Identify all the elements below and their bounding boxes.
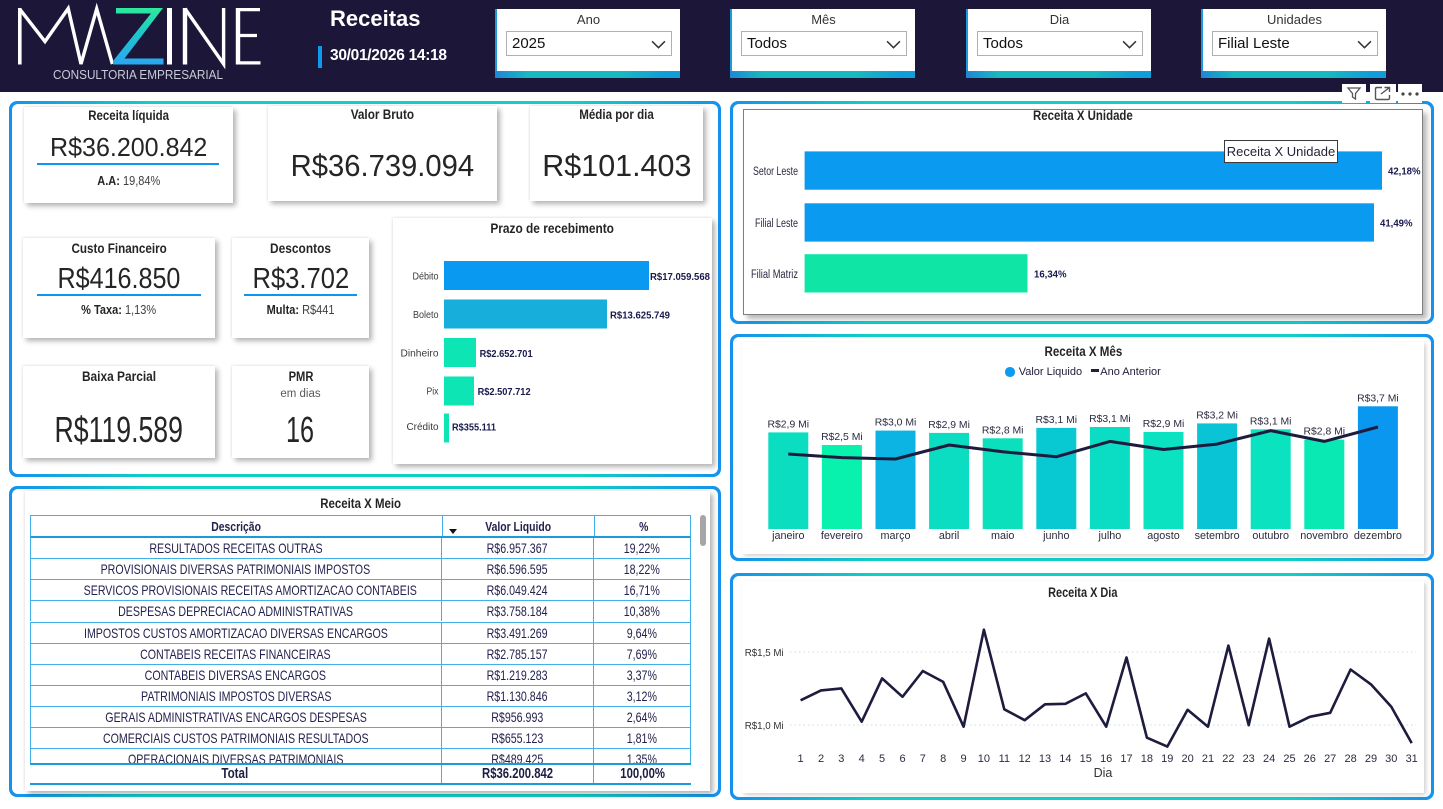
svg-text:R$2,8 Mi: R$2,8 Mi bbox=[982, 425, 1024, 436]
svg-text:9: 9 bbox=[961, 753, 967, 765]
svg-text:CONSULTORIA EMPRESARIAL: CONSULTORIA EMPRESARIAL bbox=[53, 68, 223, 82]
svg-text:dezembro: dezembro bbox=[1354, 530, 1402, 542]
svg-text:R$2,9 Mi: R$2,9 Mi bbox=[928, 420, 970, 431]
svg-text:R$3,1 Mi: R$3,1 Mi bbox=[1036, 415, 1078, 426]
svg-text:10: 10 bbox=[978, 753, 990, 765]
svg-text:3: 3 bbox=[838, 753, 844, 765]
svg-text:4: 4 bbox=[859, 753, 865, 765]
svg-text:Crédito: Crédito bbox=[407, 421, 439, 433]
svg-text:março: março bbox=[881, 530, 911, 542]
svg-text:maio: maio bbox=[991, 530, 1014, 542]
svg-text:31: 31 bbox=[1406, 753, 1418, 765]
svg-text:15: 15 bbox=[1080, 753, 1092, 765]
svg-text:14: 14 bbox=[1059, 753, 1071, 765]
svg-text:41,49%: 41,49% bbox=[1380, 218, 1413, 229]
svg-text:Filial Leste: Filial Leste bbox=[755, 218, 798, 230]
svg-text:Filial Matriz: Filial Matriz bbox=[751, 269, 798, 281]
svg-text:R$2,9 Mi: R$2,9 Mi bbox=[1143, 419, 1185, 430]
svg-text:16,34%: 16,34% bbox=[1034, 269, 1067, 280]
svg-text:12: 12 bbox=[1019, 753, 1031, 765]
svg-text:13: 13 bbox=[1039, 753, 1051, 765]
svg-text:outubro: outubro bbox=[1252, 530, 1289, 542]
svg-text:8: 8 bbox=[940, 753, 946, 765]
svg-text:Dinheiro: Dinheiro bbox=[401, 348, 439, 360]
svg-text:6: 6 bbox=[899, 753, 905, 765]
svg-text:R$355.111: R$355.111 bbox=[452, 423, 496, 434]
svg-text:R$1,5 Mi: R$1,5 Mi bbox=[745, 647, 784, 659]
svg-text:R$13.625.749: R$13.625.749 bbox=[610, 311, 670, 322]
svg-text:19: 19 bbox=[1161, 753, 1173, 765]
svg-text:18: 18 bbox=[1141, 753, 1153, 765]
svg-text:20: 20 bbox=[1181, 753, 1193, 765]
svg-text:5: 5 bbox=[879, 753, 885, 765]
svg-text:42,18%: 42,18% bbox=[1388, 167, 1421, 178]
svg-text:R$3,2 Mi: R$3,2 Mi bbox=[1196, 410, 1238, 421]
svg-text:julho: julho bbox=[1097, 530, 1121, 542]
svg-text:novembro: novembro bbox=[1300, 530, 1348, 542]
svg-text:Pix: Pix bbox=[427, 386, 440, 398]
svg-text:1: 1 bbox=[798, 753, 804, 765]
svg-text:Setor Leste: Setor Leste bbox=[753, 166, 798, 178]
svg-text:R$3,7 Mi: R$3,7 Mi bbox=[1357, 393, 1399, 404]
svg-text:R$2.652.701: R$2.652.701 bbox=[480, 349, 533, 360]
svg-text:2: 2 bbox=[818, 753, 824, 765]
svg-text:17: 17 bbox=[1120, 753, 1132, 765]
svg-text:setembro: setembro bbox=[1195, 530, 1240, 542]
svg-text:Boleto: Boleto bbox=[413, 309, 439, 321]
svg-text:agosto: agosto bbox=[1147, 530, 1179, 542]
svg-text:30: 30 bbox=[1385, 753, 1397, 765]
svg-text:29: 29 bbox=[1365, 753, 1377, 765]
svg-text:Dia: Dia bbox=[1094, 766, 1113, 780]
svg-text:junho: junho bbox=[1042, 530, 1069, 542]
svg-text:28: 28 bbox=[1344, 753, 1356, 765]
svg-text:Débito: Débito bbox=[413, 271, 439, 283]
svg-text:23: 23 bbox=[1243, 753, 1255, 765]
svg-text:27: 27 bbox=[1324, 753, 1336, 765]
svg-text:7: 7 bbox=[920, 753, 926, 765]
svg-text:R$2,5 Mi: R$2,5 Mi bbox=[821, 432, 863, 443]
svg-text:R$1,0 Mi: R$1,0 Mi bbox=[745, 720, 784, 732]
svg-text:R$2.507.712: R$2.507.712 bbox=[478, 387, 531, 398]
svg-text:24: 24 bbox=[1263, 753, 1275, 765]
svg-text:R$3,1 Mi: R$3,1 Mi bbox=[1089, 414, 1131, 425]
svg-text:11: 11 bbox=[999, 753, 1010, 765]
svg-text:R$3,0 Mi: R$3,0 Mi bbox=[875, 418, 917, 429]
svg-text:fevereiro: fevereiro bbox=[821, 530, 863, 542]
svg-text:janeiro: janeiro bbox=[771, 530, 804, 542]
svg-text:22: 22 bbox=[1222, 753, 1234, 765]
svg-text:21: 21 bbox=[1202, 753, 1214, 765]
svg-text:abril: abril bbox=[939, 530, 959, 542]
svg-text:R$2,9 Mi: R$2,9 Mi bbox=[768, 419, 810, 430]
svg-text:26: 26 bbox=[1304, 753, 1316, 765]
svg-text:R$17.059.568: R$17.059.568 bbox=[650, 272, 710, 283]
svg-text:R$3,1 Mi: R$3,1 Mi bbox=[1250, 416, 1292, 427]
svg-text:16: 16 bbox=[1100, 753, 1112, 765]
svg-text:R$2,8 Mi: R$2,8 Mi bbox=[1304, 427, 1346, 438]
svg-text:25: 25 bbox=[1283, 753, 1295, 765]
